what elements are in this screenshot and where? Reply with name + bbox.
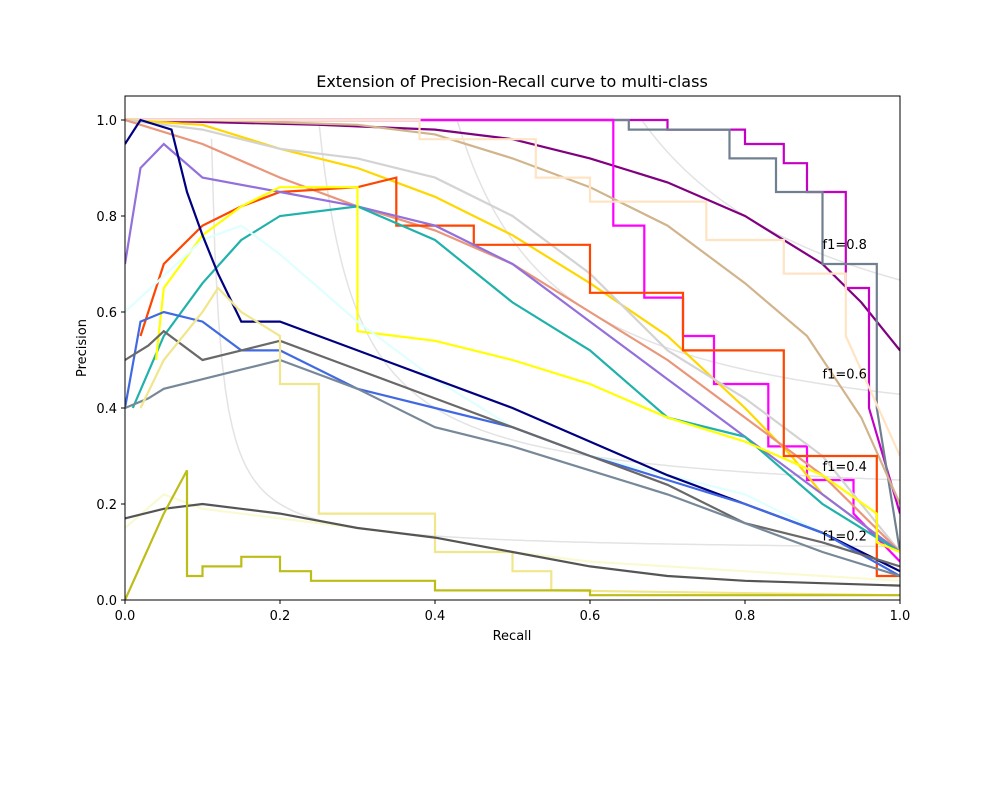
pr-curve-series: [154, 186, 900, 554]
x-tick-label: 0.8: [735, 609, 756, 624]
pr-curve-series: [125, 224, 900, 573]
pr-curve-series: [131, 205, 900, 553]
iso-f1-label: f1=0.4: [823, 460, 867, 475]
pr-curve-series: [139, 286, 900, 597]
x-tick-label: 0.2: [270, 609, 291, 624]
pr-curve-series: [125, 118, 900, 457]
pr-curve-series: [125, 329, 900, 568]
pr-series: [125, 118, 900, 600]
x-tick-label: 0.6: [580, 609, 601, 624]
y-axis-label: Precision: [75, 319, 90, 377]
y-tick-label: 1.0: [96, 114, 117, 129]
y-tick-label: 0.8: [96, 210, 117, 225]
y-tick-label: 0.0: [96, 594, 117, 609]
pr-curve-series: [125, 118, 900, 553]
pr-curve-series: [125, 469, 900, 600]
x-tick-label: 0.4: [425, 609, 446, 624]
x-tick-label: 0.0: [115, 609, 136, 624]
iso-f1-curve: [456, 121, 900, 396]
x-axis-label: Recall: [493, 629, 532, 644]
chart-title: Extension of Precision-Recall curve to m…: [316, 72, 708, 91]
iso-f1-curve: [318, 123, 900, 481]
pr-curve-series: [125, 118, 900, 573]
pr-curve-series: [125, 358, 900, 578]
pr-curve-series: [125, 310, 900, 577]
pr-curve-series: [125, 118, 900, 553]
x-tick-label: 1.0: [890, 609, 911, 624]
y-tick-label: 0.4: [96, 402, 117, 417]
pr-curve-series: [125, 502, 900, 587]
iso-f1-labels: f1=0.2 f1=0.4 f1=0.6 f1=0.8: [823, 238, 867, 545]
y-tick-label: 0.6: [96, 306, 117, 321]
x-axis-ticks: 0.0 0.2 0.4 0.6 0.8 1.0: [115, 600, 911, 624]
plot-frame: [124, 95, 901, 601]
iso-f1-label: f1=0.6: [823, 367, 867, 382]
y-tick-label: 0.2: [96, 498, 117, 513]
y-axis-ticks: 0.0 0.2 0.4 0.6 0.8 1.0: [96, 114, 125, 609]
iso-f1-label: f1=0.2: [823, 529, 867, 544]
iso-f1-label: f1=0.8: [823, 238, 867, 253]
